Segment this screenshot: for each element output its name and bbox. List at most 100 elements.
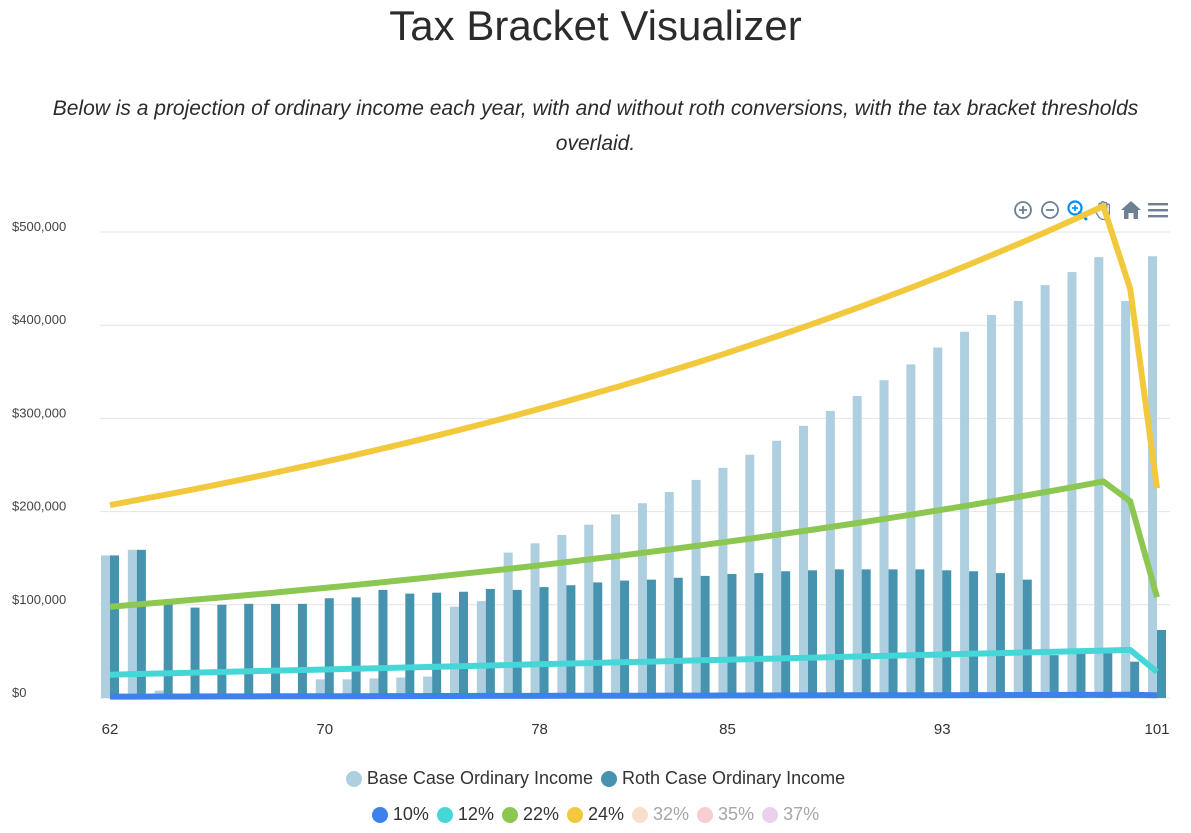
roth-case-bars xyxy=(110,549,1166,698)
roth-case-bar xyxy=(485,588,495,698)
base-case-bar xyxy=(530,543,540,698)
roth-case-bar xyxy=(1157,629,1166,698)
y-tick-label: $500,000 xyxy=(12,219,66,234)
zoom-out-icon[interactable] xyxy=(1039,199,1061,221)
roth-case-bar xyxy=(700,575,710,698)
roth-case-bar xyxy=(808,570,817,698)
legend-marker xyxy=(566,806,583,823)
x-tick-label: 101 xyxy=(1144,721,1169,738)
y-tick-label: $100,000 xyxy=(12,592,66,607)
y-tick-label: $200,000 xyxy=(12,499,66,514)
roth-case-bar xyxy=(834,569,844,698)
legend-label: 24% xyxy=(587,804,625,824)
base-case-bar xyxy=(503,552,513,698)
legend-label: Base Case Ordinary Income xyxy=(366,768,593,788)
roth-case-bar xyxy=(1022,579,1032,698)
roth-case-bar xyxy=(566,585,576,698)
roth-case-bar xyxy=(673,577,683,698)
menu-icon[interactable] xyxy=(1147,199,1169,221)
base-case-bar xyxy=(611,514,621,698)
roth-case-bar xyxy=(942,570,952,698)
base-case-bar xyxy=(127,549,137,698)
legend-marker xyxy=(436,806,453,823)
base-case-bar xyxy=(1094,257,1104,698)
roth-case-bar xyxy=(646,579,656,698)
legend-marker xyxy=(345,770,362,787)
x-tick-label: 93 xyxy=(934,721,951,738)
legend-marker xyxy=(762,806,779,823)
legend-item-bracket-35pct[interactable]: 35% xyxy=(697,804,754,825)
legend-item-bracket-32pct[interactable]: 32% xyxy=(632,804,689,825)
roth-case-bar xyxy=(459,591,468,698)
zoom-in-icon[interactable] xyxy=(1012,199,1034,221)
legend-label: Roth Case Ordinary Income xyxy=(622,768,846,788)
y-axis-labels: $0 $100,000 $200,000 $300,000 $400,000 $500,0… xyxy=(12,219,66,700)
legend-marker xyxy=(632,806,649,823)
base-case-bar xyxy=(369,678,379,698)
base-case-bar xyxy=(960,331,970,698)
legend-item-bracket-22pct[interactable]: 22% xyxy=(501,804,559,825)
roth-case-bar xyxy=(888,569,898,698)
bracket-line-24pct xyxy=(109,203,1160,509)
roth-case-bar xyxy=(324,598,334,698)
base-case-bar xyxy=(396,677,406,698)
x-tick-label: 70 xyxy=(316,721,333,738)
roth-case-bar xyxy=(163,601,173,698)
roth-case-bar xyxy=(593,582,603,698)
x-tick-label: 78 xyxy=(531,721,548,738)
roth-case-bar xyxy=(727,574,737,698)
base-case-bar xyxy=(637,503,647,698)
base-case-bar xyxy=(691,479,701,698)
roth-case-bar xyxy=(861,569,871,698)
legend-marker xyxy=(601,770,617,787)
roth-case-bar xyxy=(136,549,146,698)
gridlines xyxy=(100,231,1170,699)
chart-toolbar xyxy=(1012,198,1169,222)
bracket-lines xyxy=(109,203,1160,700)
legend-marker xyxy=(501,806,518,823)
x-tick-label: 85 xyxy=(719,721,736,738)
subtitle-line-2: overlaid. xyxy=(555,132,636,155)
legend-marker xyxy=(697,806,714,823)
legend-item-bracket-24pct[interactable]: 24% xyxy=(566,804,625,825)
roth-case-bar xyxy=(969,571,979,698)
base-case-bar xyxy=(879,380,889,698)
roth-case-bar xyxy=(271,603,281,698)
roth-case-bar xyxy=(1103,651,1113,698)
bracket-legend: 10% 12% 22% 24% 32% 35% 37% xyxy=(0,804,1191,825)
legend-label: 37% xyxy=(783,804,820,824)
base-case-bar xyxy=(933,347,943,698)
legend-item-bracket-37pct[interactable]: 37% xyxy=(762,804,819,825)
legend-marker xyxy=(371,806,388,823)
roth-case-bar xyxy=(217,604,227,698)
roth-case-bar xyxy=(432,592,442,698)
y-tick-label: $400,000 xyxy=(12,312,66,327)
base-case-bar xyxy=(772,440,782,698)
y-tick-label: $300,000 xyxy=(12,405,66,420)
legend-item-base-case[interactable]: Base Case Ordinary Income xyxy=(345,768,593,789)
legend-label: 12% xyxy=(457,804,494,824)
y-tick-label: $0 xyxy=(12,685,26,700)
series-legend: Base Case Ordinary Income Roth Case Ordi… xyxy=(0,768,1191,789)
reset-home-icon[interactable] xyxy=(1120,199,1142,221)
roth-case-bar xyxy=(1049,655,1059,698)
roth-case-bar xyxy=(620,580,630,698)
base-case-bar xyxy=(986,314,996,698)
base-case-bar xyxy=(315,679,325,698)
legend-item-roth-case[interactable]: Roth Case Ordinary Income xyxy=(601,768,845,789)
roth-case-bar xyxy=(297,603,307,698)
base-case-bar xyxy=(745,454,755,698)
roth-case-bar xyxy=(1076,653,1086,698)
pan-icon[interactable] xyxy=(1093,199,1115,221)
base-case-bar xyxy=(101,555,110,698)
legend-item-bracket-12pct[interactable]: 12% xyxy=(436,804,494,825)
roth-case-bar xyxy=(512,589,522,698)
tax-bracket-chart: $0 $100,000 $200,000 $300,000 $400,000 $500,0… xyxy=(12,203,1170,738)
roth-case-bar xyxy=(405,593,415,698)
legend-item-bracket-10pct[interactable]: 10% xyxy=(371,804,429,825)
roth-case-bar xyxy=(781,571,791,698)
roth-case-bar xyxy=(190,607,200,698)
base-case-bar xyxy=(852,396,862,698)
base-case-bar xyxy=(799,425,808,698)
roth-case-bar xyxy=(754,573,764,698)
